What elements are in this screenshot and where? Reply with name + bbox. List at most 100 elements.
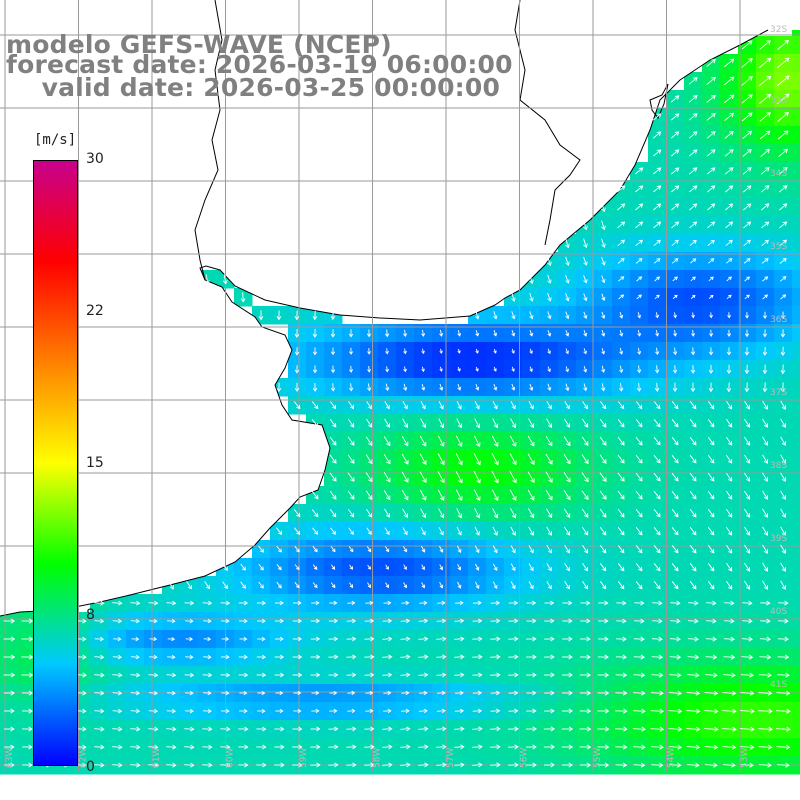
wind-arrow — [112, 746, 122, 748]
wind-arrow-head — [692, 239, 697, 244]
wind-arrow-head — [348, 387, 354, 392]
wind-arrow-head — [172, 744, 177, 750]
wind-arrow-head — [279, 600, 284, 606]
wind-arrow-head — [385, 368, 390, 373]
wind-arrow-head — [730, 618, 735, 624]
wind-arrow-head — [208, 744, 213, 750]
wind-arrow-head — [496, 744, 501, 750]
wind-arrow — [492, 508, 498, 518]
wind-arrow-head — [349, 351, 354, 355]
wind-arrow — [780, 400, 786, 410]
wind-arrow-head — [314, 422, 319, 428]
wind-arrow — [421, 564, 425, 570]
wind-arrow — [454, 620, 464, 622]
wind-arrow-head — [766, 112, 771, 117]
wind-arrow-head — [370, 672, 375, 678]
wind-arrow-head — [767, 744, 773, 750]
wind-arrow-head — [784, 600, 789, 606]
wind-arrow-head — [315, 690, 320, 696]
wind-arrow — [688, 149, 698, 157]
wind-arrow — [312, 546, 318, 552]
wind-arrow — [365, 436, 373, 446]
wind-arrow-head — [297, 708, 302, 714]
wind-arrow-head — [762, 315, 768, 320]
wind-arrow — [638, 382, 640, 392]
wind-arrow-head — [726, 369, 732, 375]
wind-arrow — [436, 764, 446, 766]
wind-arrow-head — [656, 221, 662, 226]
wind-arrow — [94, 674, 104, 676]
wind-arrow-head — [676, 762, 682, 768]
wind-arrow — [112, 710, 122, 712]
wind-arrow-head — [421, 386, 426, 391]
wind-arrow-head — [424, 636, 429, 642]
wind-arrow — [166, 764, 176, 766]
wind-arrow — [762, 490, 768, 500]
wind-arrow-head — [659, 726, 665, 732]
wind-arrow — [759, 638, 771, 640]
wind-arrow — [400, 674, 410, 676]
wind-arrow — [401, 471, 409, 483]
wind-arrow-head — [713, 744, 719, 750]
wind-arrow — [456, 545, 462, 553]
wind-arrow-head — [622, 672, 628, 678]
wind-arrow — [401, 436, 409, 446]
wind-arrow-head — [674, 95, 680, 100]
wind-arrow-head — [623, 726, 628, 732]
wind-arrow — [617, 401, 625, 409]
wind-arrow — [617, 545, 625, 553]
wind-arrow-head — [493, 442, 499, 447]
wind-arrow-head — [28, 636, 34, 642]
wind-arrow — [726, 294, 732, 300]
wind-arrow-head — [190, 726, 195, 732]
wind-arrow — [725, 185, 733, 193]
wind-arrow — [725, 454, 733, 464]
wind-arrow-head — [782, 203, 788, 208]
wind-arrow-head — [622, 744, 628, 750]
wind-arrow-head — [674, 276, 678, 281]
wind-arrow — [546, 526, 552, 536]
wind-arrow-head — [692, 512, 697, 518]
wind-arrow-head — [568, 708, 573, 714]
wind-arrow-head — [729, 94, 735, 100]
wind-arrow-head — [548, 478, 553, 483]
wind-arrow — [565, 311, 569, 319]
wind-arrow-head — [602, 422, 607, 428]
wind-arrow — [564, 418, 570, 428]
wind-arrow-head — [262, 744, 267, 750]
wind-arrow-head — [748, 654, 754, 660]
wind-arrow — [724, 76, 734, 86]
wind-arrow-head — [711, 76, 716, 82]
wind-arrow-head — [477, 690, 483, 696]
wind-arrow — [329, 490, 337, 500]
wind-arrow — [329, 472, 337, 482]
wind-arrow-head — [442, 744, 447, 750]
wind-arrow — [294, 564, 300, 570]
wind-arrow-head — [457, 496, 463, 502]
wind-arrow — [510, 563, 516, 571]
wind-arrow-head — [710, 258, 715, 263]
wind-arrow-head — [710, 294, 714, 299]
wind-arrow-head — [225, 690, 230, 696]
wind-arrow — [112, 602, 122, 604]
wind-arrow — [547, 292, 551, 302]
wind-arrow — [112, 764, 122, 766]
wind-arrow-head — [768, 726, 773, 732]
wind-arrow — [545, 436, 553, 446]
wind-arrow-head — [154, 762, 159, 768]
wind-arrow — [527, 471, 535, 483]
wind-arrow — [635, 221, 643, 229]
wind-arrow-head — [659, 690, 664, 696]
wind-arrow-head — [82, 618, 87, 624]
wind-arrow-head — [351, 690, 356, 696]
wind-arrow-head — [565, 513, 571, 519]
wind-arrow-head — [333, 690, 338, 696]
wind-arrow-head — [745, 585, 751, 590]
wind-arrow — [759, 112, 771, 122]
wind-arrow-head — [601, 350, 606, 355]
wind-arrow — [722, 674, 736, 676]
wind-arrow-head — [100, 726, 105, 732]
wind-arrow — [347, 472, 355, 482]
wind-arrow — [546, 563, 552, 571]
wind-arrow — [653, 490, 661, 500]
